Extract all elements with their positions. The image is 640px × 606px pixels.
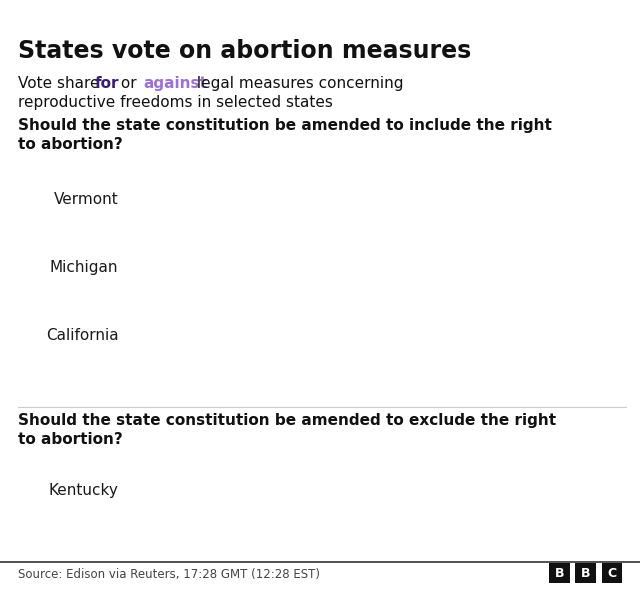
Text: against: against — [143, 76, 207, 91]
Text: 65%: 65% — [414, 301, 447, 316]
Text: reproductive freedoms in selected states: reproductive freedoms in selected states — [18, 95, 333, 110]
Text: for: for — [95, 76, 119, 91]
Text: California: California — [46, 328, 118, 343]
Text: Kentucky: Kentucky — [49, 483, 118, 498]
Text: States vote on abortion measures: States vote on abortion measures — [18, 39, 471, 64]
Text: Michigan: Michigan — [50, 260, 118, 275]
Text: 52.5%: 52.5% — [335, 485, 384, 499]
Text: 76%: 76% — [468, 165, 502, 179]
Text: or: or — [116, 76, 141, 91]
Text: Vote share: Vote share — [18, 76, 104, 91]
Text: Should the state constitution be amended to include the right
to abortion?: Should the state constitution be amended… — [18, 118, 552, 152]
Text: 47.5%: 47.5% — [311, 456, 359, 470]
Text: B: B — [555, 567, 564, 580]
Text: C: C — [607, 567, 616, 580]
Text: Should the state constitution be amended to exclude the right
to abortion?: Should the state constitution be amended… — [18, 413, 556, 447]
Text: legal measures concerning: legal measures concerning — [192, 76, 404, 91]
Text: B: B — [581, 567, 591, 580]
Text: 24%: 24% — [210, 194, 243, 208]
Text: 43.4%: 43.4% — [291, 262, 339, 276]
Text: 56.6%: 56.6% — [357, 233, 406, 247]
Text: 35%: 35% — [264, 330, 298, 345]
Text: Source: Edison via Reuters, 17:28 GMT (12:28 EST): Source: Edison via Reuters, 17:28 GMT (1… — [18, 568, 320, 581]
Text: Vermont: Vermont — [54, 192, 118, 207]
